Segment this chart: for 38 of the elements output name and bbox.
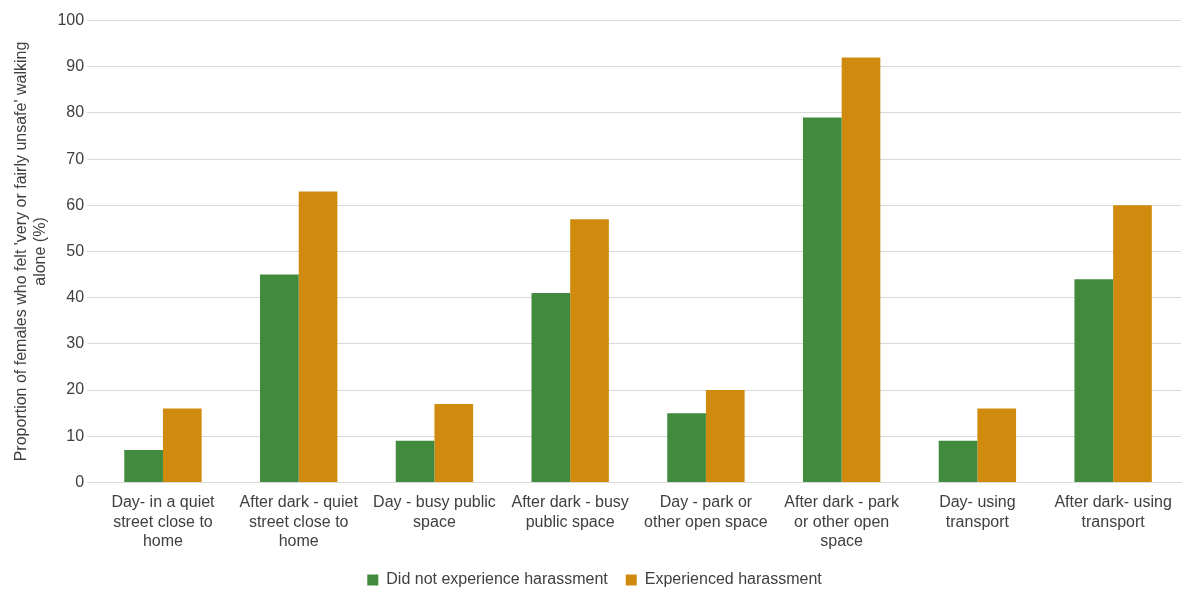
bar xyxy=(162,408,202,482)
legend-label: Experienced harassment xyxy=(644,570,823,588)
x-tick-label: Day - park or other open space xyxy=(644,493,768,530)
bar xyxy=(434,403,474,482)
x-tick-label: After dark - park or other open space xyxy=(784,493,901,549)
bar xyxy=(395,440,435,482)
y-tick-label: 80 xyxy=(66,103,85,121)
bar xyxy=(1074,279,1114,482)
y-tick-label: 30 xyxy=(66,334,85,352)
x-tick-label: After dark - quiet street close to home xyxy=(239,493,359,549)
y-tick-label: 40 xyxy=(66,288,85,306)
y-tick-label: 20 xyxy=(66,380,85,398)
y-axis-title: Proportion of females who felt 'very or fairly unsafe' walking alone (%) xyxy=(12,41,49,462)
bar xyxy=(298,191,338,482)
bar xyxy=(570,219,609,482)
x-tick-label: Day- in a quiet street close to home xyxy=(111,493,216,549)
bar xyxy=(667,413,706,482)
x-tick-label: Day- using transport xyxy=(939,493,1016,530)
y-tick-label: 100 xyxy=(57,11,85,29)
bar xyxy=(938,440,978,482)
y-tick-label: 60 xyxy=(66,195,85,213)
bar xyxy=(260,274,299,482)
bar xyxy=(841,57,881,482)
y-tick-label: 10 xyxy=(66,426,85,444)
bar xyxy=(705,390,745,482)
y-tick-label: 70 xyxy=(66,149,85,167)
bar xyxy=(531,293,571,482)
y-tick-label: 90 xyxy=(66,57,85,75)
legend-label: Did not experience harassment xyxy=(386,570,609,588)
bar xyxy=(124,450,163,482)
x-tick-label: After dark- using transport xyxy=(1054,493,1172,530)
bar xyxy=(1113,205,1152,482)
y-tick-label: 50 xyxy=(66,241,85,259)
x-tick-label: After dark - busy public space xyxy=(511,493,629,530)
y-tick-label: 0 xyxy=(75,472,85,490)
bar xyxy=(977,408,1017,482)
x-tick-label: Day - busy public space xyxy=(373,493,496,530)
bar xyxy=(802,117,842,482)
